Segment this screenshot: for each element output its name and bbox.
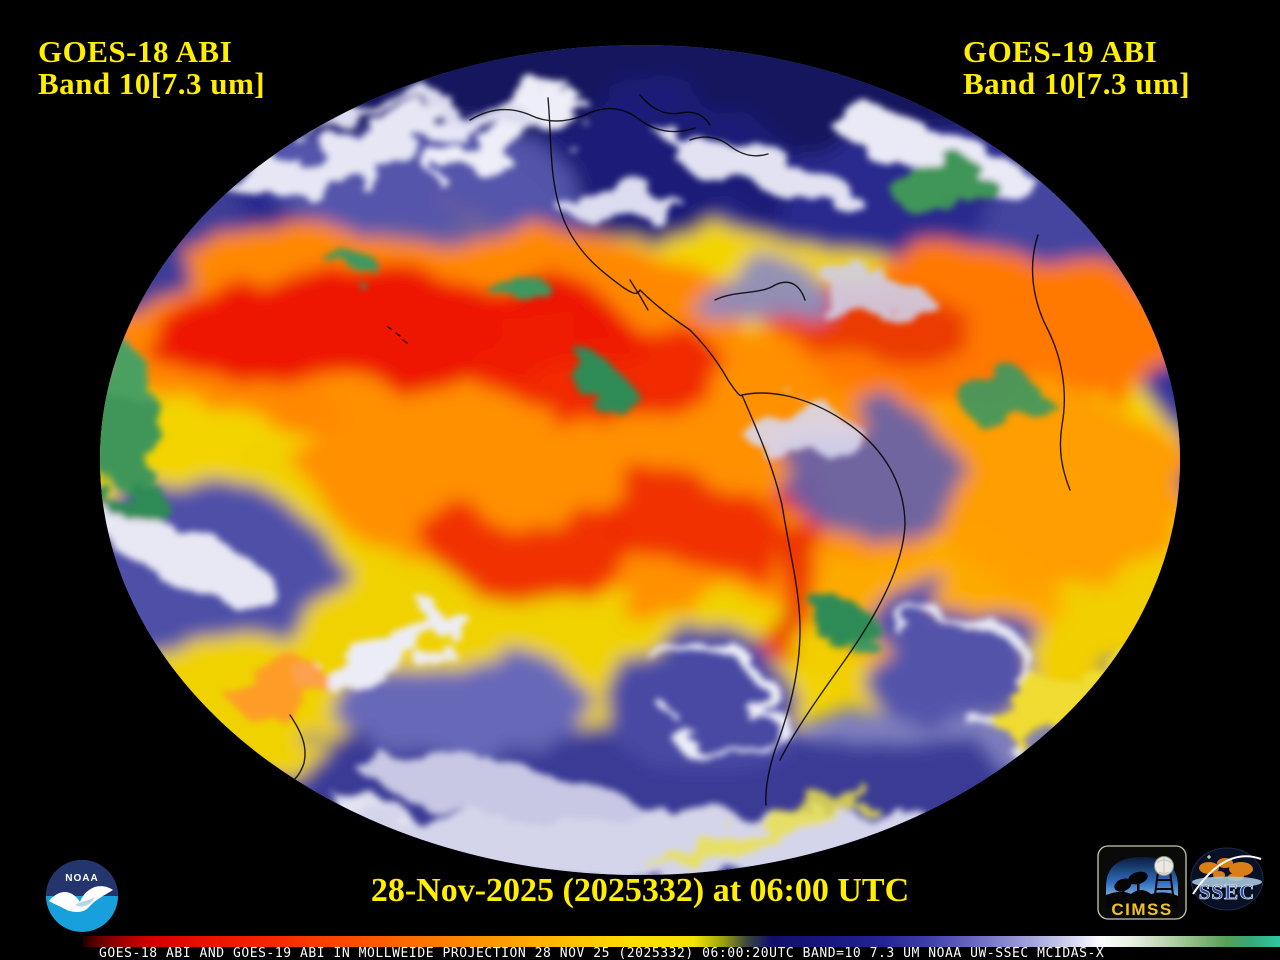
- band-label-left: Band 10[7.3 um]: [38, 66, 266, 101]
- cimss-satellite-dishes-icon: [1114, 871, 1148, 896]
- water-vapor-color-fields: [100, 45, 1180, 875]
- satellite-name-right: GOES-19 ABI: [963, 34, 1158, 69]
- satellite-title-left: GOES-18 ABI Band 10[7.3 um]: [38, 36, 265, 100]
- ssec-logo-text: SSEC: [1199, 880, 1256, 904]
- satellite-name-left: GOES-18 ABI: [38, 34, 233, 69]
- noaa-seagull-icon: [49, 886, 113, 912]
- footer-caption: GOES-18 ABI AND GOES-19 ABI IN MOLLWEIDE…: [99, 946, 1105, 960]
- cimss-logo-text: CIMSS: [1111, 900, 1172, 919]
- timestamp-label: 28-Nov-2025 (2025332) at 06:00 UTC: [370, 872, 910, 909]
- ssec-atmosphere-band: [1192, 876, 1262, 888]
- coastlines: [275, 94, 1071, 806]
- cimss-water-tower-icon: [1154, 856, 1174, 896]
- noaa-logo-text: NOAA: [65, 873, 98, 884]
- ssec-logo: SSEC: [1190, 847, 1264, 911]
- ssec-star-icon: [1207, 855, 1211, 859]
- band-label-right: Band 10[7.3 um]: [963, 66, 1191, 101]
- ssec-orbit-arc-icon: [1192, 855, 1262, 895]
- cimss-logo: CIMSS: [1097, 845, 1187, 920]
- noaa-logo: NOAA: [46, 860, 118, 932]
- colorbar: [83, 936, 1280, 947]
- satellite-title-right: GOES-19 ABI Band 10[7.3 um]: [963, 36, 1190, 100]
